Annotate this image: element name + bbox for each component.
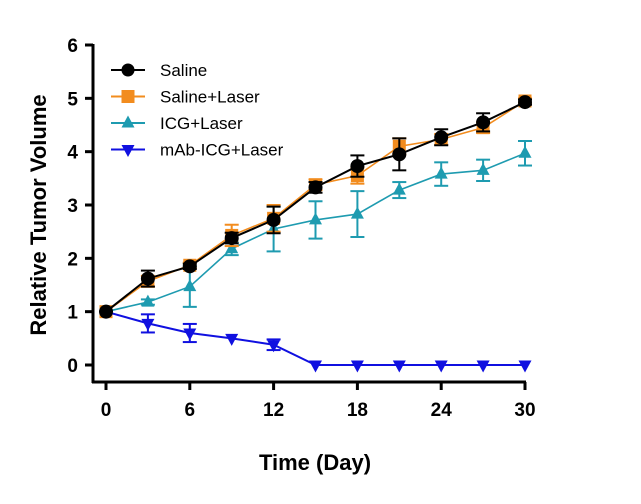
x-tick-label: 6 [185, 400, 196, 421]
data-point [141, 318, 155, 331]
x-tick-label: 12 [263, 400, 284, 421]
y-tick-label: 0 [67, 356, 78, 377]
y-tick-label: 6 [67, 36, 78, 57]
data-point [99, 304, 113, 319]
x-tick-label: 0 [101, 400, 112, 421]
series-ICG+Laser [99, 140, 532, 317]
legend-marker [121, 90, 135, 103]
data-point [266, 212, 281, 227]
y-tick-label: 3 [67, 196, 78, 217]
data-point [392, 147, 407, 162]
data-point [183, 279, 197, 292]
x-tick-label: 18 [347, 400, 368, 421]
data-point [476, 360, 490, 373]
x-axis-label: Time (Day) [259, 450, 371, 475]
data-point [224, 231, 239, 246]
data-point [141, 294, 155, 307]
data-point [476, 115, 491, 130]
x-tick-label: 30 [514, 400, 535, 421]
data-point [434, 166, 448, 179]
x-tick-label: 24 [431, 400, 453, 421]
legend-label: Saline+Laser [160, 88, 260, 107]
data-point [183, 328, 197, 341]
data-point [309, 360, 322, 373]
data-point [308, 180, 323, 195]
y-tick-label: 4 [67, 143, 78, 164]
data-point [392, 360, 406, 373]
legend-label: mAb-ICG+Laser [160, 141, 284, 160]
data-point [350, 159, 365, 174]
data-point [434, 130, 449, 145]
legend-marker [121, 63, 135, 77]
legend-label: Saline [160, 61, 207, 80]
data-point [267, 340, 281, 353]
y-axis-label: Relative Tumor Volume [26, 94, 51, 335]
data-point [225, 241, 239, 254]
data-point [518, 145, 532, 158]
data-point [309, 212, 322, 225]
data-point [350, 360, 364, 373]
data-point [140, 271, 155, 286]
data-point [518, 95, 532, 110]
data-point [518, 360, 532, 373]
data-point [182, 259, 197, 274]
data-point [476, 162, 490, 175]
data-point [225, 333, 239, 346]
y-tick-label: 2 [67, 249, 78, 270]
y-tick-label: 1 [67, 303, 78, 324]
legend-marker [121, 115, 135, 128]
series-line [105, 310, 525, 366]
series-Saline [99, 95, 532, 319]
data-point [434, 360, 448, 373]
data-point [392, 182, 406, 195]
legend-label: ICG+Laser [160, 114, 243, 133]
y-tick-label: 5 [67, 89, 78, 110]
data-point [350, 206, 364, 219]
legend-marker [121, 145, 135, 157]
series-mAb-ICG+Laser [99, 307, 532, 373]
